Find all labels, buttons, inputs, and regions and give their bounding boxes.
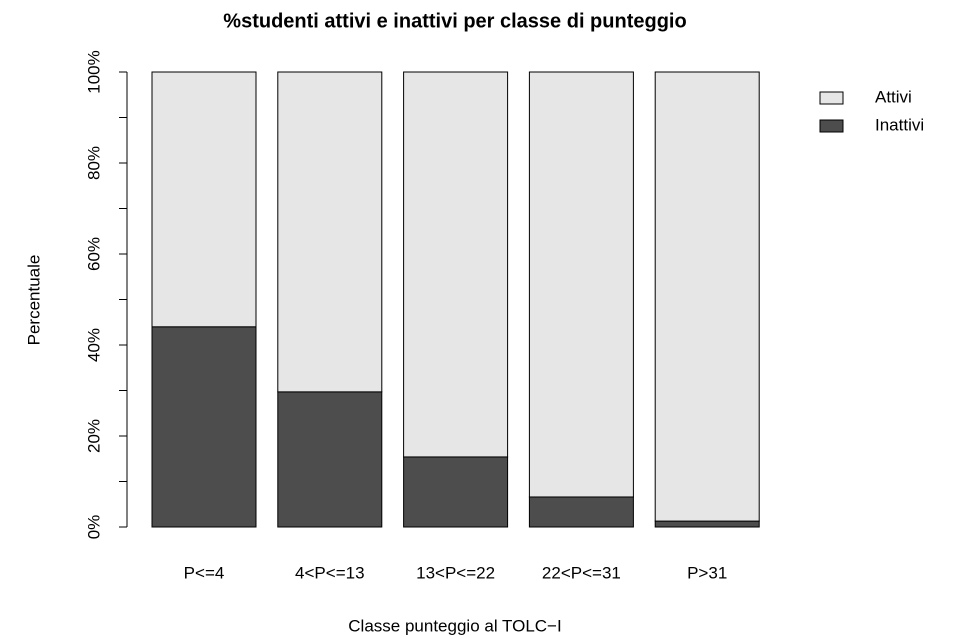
bar-segment <box>151 71 257 328</box>
y-tick-label: 40% <box>84 328 103 362</box>
bar-segment <box>403 456 509 528</box>
x-tick-label: P<=4 <box>184 563 225 582</box>
x-tick-label: 13<P<=22 <box>416 563 495 582</box>
bar-segment <box>277 71 383 393</box>
x-tick-label: 22<P<=31 <box>542 563 621 582</box>
legend-swatch <box>819 119 844 133</box>
legend-label: Inattivi <box>875 115 924 134</box>
y-tick-label: 0% <box>84 515 103 540</box>
bar-segment <box>528 496 634 528</box>
y-axis-label: Percentuale <box>24 255 43 346</box>
legend-label: Attivi <box>875 87 912 106</box>
y-tick-label: 80% <box>84 146 103 180</box>
bar-segment <box>403 71 509 458</box>
x-axis-label: Classe punteggio al TOLC−I <box>348 616 561 635</box>
chart-title: %studenti attivi e inattivi per classe d… <box>223 10 686 32</box>
bar-segment <box>654 71 760 522</box>
bar-segment <box>654 520 760 528</box>
y-tick-label: 100% <box>84 50 103 93</box>
y-tick-label: 20% <box>84 419 103 453</box>
x-tick-label: 4<P<=13 <box>295 563 365 582</box>
bar-segment <box>151 326 257 528</box>
bar-segment <box>277 391 383 528</box>
legend-swatch <box>819 91 844 105</box>
y-tick-label: 60% <box>84 237 103 271</box>
bar-segment <box>528 71 634 498</box>
x-tick-label: P>31 <box>687 563 727 582</box>
